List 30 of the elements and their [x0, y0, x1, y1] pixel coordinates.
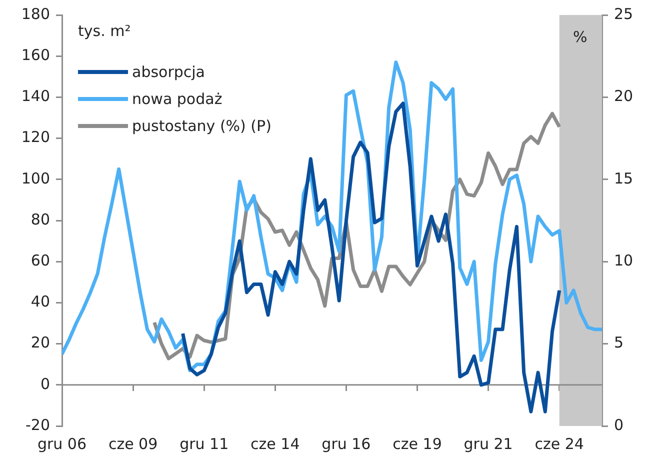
y-tick-label: 100: [21, 169, 50, 188]
x-tick-label: gru 21: [464, 434, 513, 453]
y-tick-label: -20: [26, 416, 50, 434]
x-tick-label: gru 11: [180, 434, 229, 453]
y-tick-label: 0: [40, 374, 50, 393]
y-tick-label: 180: [21, 4, 50, 23]
legend-label: nowa podaż: [132, 90, 222, 108]
y2-tick-label: 5: [614, 334, 624, 352]
x-tick-label: cze 19: [392, 434, 442, 453]
y-axis-title: tys. m²: [78, 22, 131, 40]
legend-label: pustostany (%) (P): [132, 116, 272, 134]
y-tick-label: 120: [21, 128, 50, 146]
y-tick-label: 160: [21, 46, 50, 64]
y2-tick-label: 0: [614, 416, 624, 434]
x-tick-label: cze 14: [250, 434, 300, 453]
y-tick-label: 40: [30, 292, 50, 311]
x-tick-label: cze 24: [534, 434, 584, 453]
y-tick-label: 80: [30, 210, 50, 228]
y-tick-label: 60: [30, 251, 50, 270]
y2-tick-label: 25: [614, 4, 634, 23]
y2-tick-label: 15: [614, 169, 634, 188]
x-tick-label: gru 06: [37, 434, 87, 453]
y-tick-label: 20: [30, 334, 50, 352]
y2-tick-label: 10: [614, 251, 634, 270]
y-tick-label: 140: [21, 87, 50, 106]
x-tick-label: cze 09: [108, 434, 158, 453]
y2-tick-label: 20: [614, 87, 634, 106]
legend-label: absorpcja: [132, 62, 206, 80]
y2-axis-title: %: [573, 28, 588, 46]
x-tick-label: gru 16: [322, 434, 371, 453]
